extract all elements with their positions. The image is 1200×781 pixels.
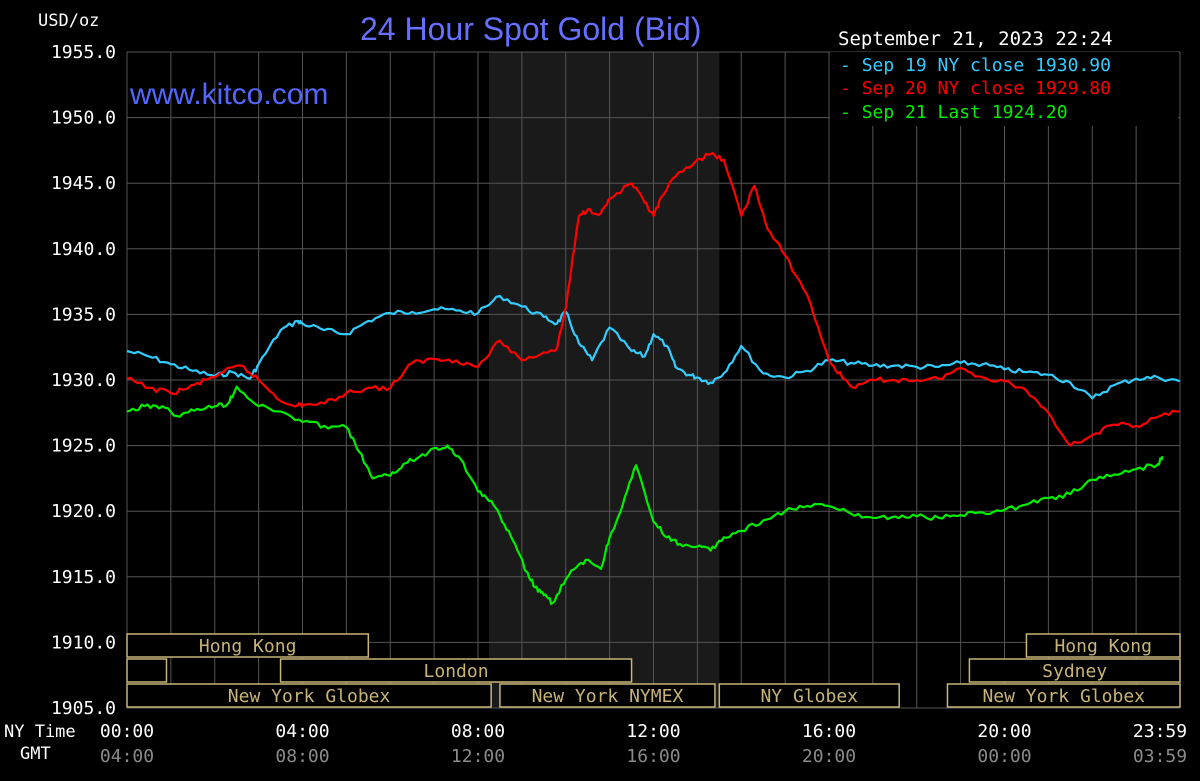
legend-label-sep19: Sep 19 NY close 1930.90 (862, 55, 1111, 76)
y-tick-label: 1925.0 (51, 436, 116, 457)
legend: - Sep 19 NY close 1930.90 - Sep 20 NY cl… (840, 55, 1111, 123)
y-tick-label: 1935.0 (51, 304, 116, 325)
ny-time-row-label: NY Time (4, 722, 76, 742)
x-tick-label-ny: 23:59 (1133, 721, 1187, 742)
y-tick-label: 1915.0 (51, 567, 116, 588)
legend-item-sep19: - Sep 19 NY close 1930.90 (840, 55, 1111, 76)
x-tick-label-gmt: 12:00 (451, 746, 505, 767)
legend-item-sep20: - Sep 20 NY close 1929.80 (840, 78, 1111, 99)
legend-marker-sep19: - (840, 55, 862, 76)
session-box (126, 683, 492, 708)
x-tick-label-ny: 12:00 (626, 721, 680, 742)
x-tick-label-ny: 00:00 (100, 721, 154, 742)
series-line-2 (126, 151, 1180, 447)
x-tick-label-gmt: 04:00 (100, 746, 154, 767)
y-tick-labels: 1955.0 1950.0 1945.0 1940.0 1935.0 1930.0 1925… (51, 42, 116, 719)
y-tick-label: 1945.0 (51, 173, 116, 194)
legend-box (830, 52, 1178, 126)
gmt-row-label: GMT (20, 744, 51, 764)
chart-title: 24 Hour Spot Gold (Bid) (360, 11, 702, 47)
x-tick-labels: 00:00 04:00 08:00 12:00 16:00 20:00 23:59 04:00… (100, 721, 1187, 767)
y-tick-label: 1910.0 (51, 632, 116, 653)
session-label: NY Globex (760, 686, 858, 707)
series-layer (126, 151, 1181, 606)
x-tick-label-ny: 04:00 (275, 721, 329, 742)
legend-marker-sep21: - (840, 102, 862, 123)
y-tick-label: 1940.0 (51, 239, 116, 260)
y-tick-label: 1950.0 (51, 108, 116, 129)
session-label: New York Globex (982, 686, 1145, 707)
x-tick-label-ny: 08:00 (451, 721, 505, 742)
y-tick-label: 1930.0 (51, 370, 116, 391)
kitco-watermark: www.kitco.com (129, 78, 328, 111)
session-box (279, 658, 633, 683)
legend-label-sep21: Sep 21 Last 1924.20 (862, 102, 1068, 123)
session-label: Hong Kong (1054, 636, 1152, 657)
x-tick-label-ny: 20:00 (977, 721, 1031, 742)
grid-layer (126, 51, 1181, 709)
session-layer: Hong Kong London New York Globex New York N… (126, 633, 1181, 708)
session-label: London (424, 661, 489, 682)
x-tick-label-gmt: 20:00 (802, 746, 856, 767)
series-line-1 (126, 294, 1181, 400)
series-line-3 (126, 385, 1164, 606)
session-box (1025, 633, 1181, 658)
session-box (946, 683, 1181, 708)
session-box (126, 633, 370, 658)
x-tick-label-gmt: 16:00 (626, 746, 680, 767)
x-tick-label-gmt: 08:00 (275, 746, 329, 767)
session-box (718, 683, 900, 708)
legend-marker-sep20: - (840, 78, 862, 99)
session-label: Hong Kong (199, 636, 297, 657)
y-tick-label: 1920.0 (51, 501, 116, 522)
session-box (499, 683, 716, 708)
y-axis-unit-label: USD/oz (38, 11, 99, 31)
session-label: New York NYMEX (532, 686, 684, 707)
legend-item-sep21: - Sep 21 Last 1924.20 (840, 102, 1068, 123)
legend-label-sep20: Sep 20 NY close 1929.80 (862, 78, 1111, 99)
session-box (126, 658, 168, 683)
y-tick-label: 1955.0 (51, 42, 116, 63)
y-tick-label: 1905.0 (51, 698, 116, 719)
session-label: Sydney (1042, 661, 1107, 682)
x-tick-label-gmt: 00:00 (977, 746, 1031, 767)
chart-timestamp: September 21, 2023 22:24 (838, 28, 1113, 50)
session-box (968, 658, 1181, 683)
x-tick-label-gmt: 03:59 (1133, 746, 1187, 767)
x-tick-label-ny: 16:00 (802, 721, 856, 742)
session-label: New York Globex (228, 686, 391, 707)
